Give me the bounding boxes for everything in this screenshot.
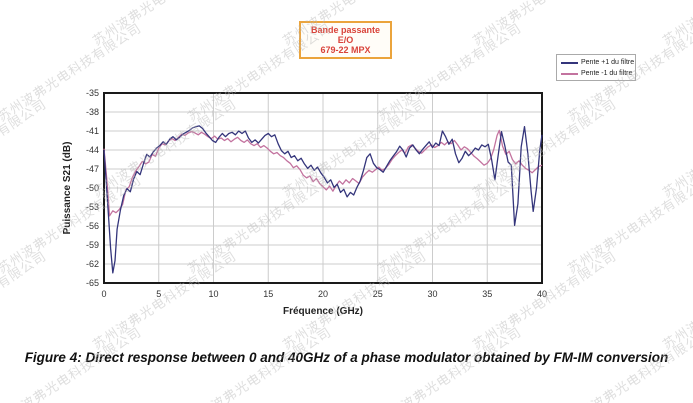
watermark-text: 苏州波弗光电科技有限公司 xyxy=(660,96,693,201)
x-axis-tick-label: 40 xyxy=(537,289,547,299)
watermark-text: 苏州波弗光电科技有限公司 xyxy=(565,172,693,277)
y-axis-tick-label: -44 xyxy=(86,145,99,155)
s21-frequency-line-chart: -35 -38 -41 -44 -47 -50 -53 -56 -59 -62 -650 5 10 15 2… xyxy=(62,88,547,317)
y-axis-tick-label: -53 xyxy=(86,202,99,212)
y-axis-tick-label: -59 xyxy=(86,240,99,250)
plot-frame xyxy=(103,92,543,284)
legend-swatch-navy-line xyxy=(561,61,578,64)
x-axis-tick-label: 25 xyxy=(373,289,383,299)
y-axis-tick-label: -47 xyxy=(86,164,99,174)
watermark-text: 苏州波弗光电科技有限公司 xyxy=(658,0,693,49)
watermark-text: 苏州波弗光电科技有限公司 xyxy=(0,248,50,353)
x-axis-tick-label: 0 xyxy=(101,289,106,299)
x-axis-tick-label: 35 xyxy=(482,289,492,299)
y-axis-tick-label: -65 xyxy=(86,278,99,288)
x-axis-tick-label: 15 xyxy=(263,289,273,299)
x-axis-tick-label: 20 xyxy=(318,289,328,299)
legend-item-pente-minus-1: Pente -1 du filtre xyxy=(561,69,632,78)
watermark-text: 苏州波弗光电科技有限公司 xyxy=(468,0,619,49)
figure-caption: Figure 4: Direct response between 0 and … xyxy=(14,349,679,366)
x-axis-tick-label: 5 xyxy=(156,289,161,299)
y-axis-tick-label: -38 xyxy=(86,107,99,117)
y-axis-title: Puissance S21 (dB) xyxy=(62,142,73,235)
chart-title-line2: 679-22 MPX xyxy=(320,45,371,55)
legend-label: Pente -1 du filtre xyxy=(581,69,633,77)
figure-caption-text: Figure 4: Direct response between 0 and … xyxy=(24,350,669,365)
y-axis-tick-label: -62 xyxy=(86,259,99,269)
watermark-text: 苏州波弗光电科技有限公司 xyxy=(660,248,693,353)
watermark-text: 苏州波弗光电科技有限公司 xyxy=(88,0,239,49)
series-line-pente-plus-1 xyxy=(103,125,543,274)
x-axis-tick-label: 30 xyxy=(427,289,437,299)
watermark-text: 苏州波弗光电科技有限公司 xyxy=(0,0,50,49)
watermark-text: 苏州波弗光电科技有限公司 xyxy=(0,96,50,201)
x-axis-tick-label: 10 xyxy=(208,289,218,299)
legend-label: Pente +1 du filtre xyxy=(581,58,635,66)
y-axis-tick-label: -50 xyxy=(86,183,99,193)
chart-legend: Pente +1 du filtre Pente -1 du filtre xyxy=(556,54,636,81)
y-axis-tick-label: -56 xyxy=(86,221,99,231)
legend-swatch-pink-line xyxy=(561,72,578,75)
x-axis-title: Fréquence (GHz) xyxy=(283,306,363,317)
legend-item-pente-plus-1: Pente +1 du filtre xyxy=(561,58,635,67)
y-axis-tick-label: -35 xyxy=(86,88,99,98)
chart-title-box: Bande passante E/O 679-22 MPX xyxy=(299,21,392,59)
chart-title-line1: Bande passante E/O xyxy=(310,25,381,45)
y-axis-tick-label: -41 xyxy=(86,126,99,136)
